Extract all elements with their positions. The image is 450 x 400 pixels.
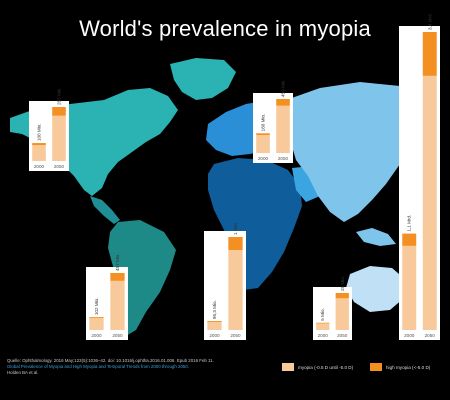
source-line-1: Quelle: Ophthalmology. 2016 May;123(5):1…: [7, 358, 214, 363]
map-central-america: [90, 196, 120, 224]
bar-high-myopia-2050: [335, 293, 349, 299]
data-label: 95,3 Mio.: [212, 300, 217, 319]
bar-myopia-2050: [335, 298, 349, 330]
bar-myopia-2000: [207, 322, 222, 330]
x-tick-label: 2050: [112, 333, 123, 338]
bar-high-myopia-2050: [422, 32, 437, 76]
chart-card-asia: 2000 1,1 Mrd. 2050 3,4 Mrd.: [399, 13, 440, 340]
x-tick-label: 2050: [230, 333, 241, 338]
chart-card-europe: 2000 160 Mio. 2050 459 Mio.: [253, 79, 293, 163]
data-label: 1 Mrd.: [233, 222, 238, 235]
legend-label-myopia: myopia (-0.5 D until -5.0 D): [298, 364, 354, 370]
chart-card-africa: 2000 95,3 Mio. 2050 1 Mrd.: [204, 222, 246, 340]
x-tick-label: 2000: [258, 156, 269, 161]
x-tick-label: 2000: [404, 333, 415, 338]
bar-high-myopia-2050: [276, 99, 290, 106]
bar-myopia-2050: [110, 280, 125, 330]
source-line-3: Holden BA et al.: [7, 370, 39, 376]
map-greenland: [170, 58, 236, 100]
map-australia: [346, 266, 406, 312]
data-label: 3,4 Mrd.: [427, 13, 432, 30]
bar-myopia-2000: [402, 245, 417, 330]
bar-high-myopia-2000: [89, 317, 104, 319]
bar-high-myopia-2050: [228, 237, 243, 251]
map-indonesia: [356, 228, 396, 246]
data-label: 5 Mio.: [320, 308, 325, 321]
chart-card-north-america: 2000 100 Mio. 2050 285 Mio.: [29, 87, 69, 171]
x-tick-label: 2050: [278, 156, 289, 161]
legend-myopia: myopia (-0.5 D until -5.0 D): [282, 363, 353, 371]
bar-high-myopia-2000: [256, 133, 270, 135]
source-line-2[interactable]: Global Prevalence of Myopia and High Myo…: [7, 364, 189, 370]
bar-high-myopia-2000: [32, 143, 46, 146]
bar-myopia-2000: [32, 145, 46, 161]
data-label: 285 Mio.: [57, 87, 62, 105]
map-asia: [286, 82, 432, 222]
x-tick-label: 2000: [318, 333, 329, 338]
data-label: 160 Mio.: [261, 114, 266, 132]
x-tick-label: 2000: [91, 333, 102, 338]
bar-myopia-2050: [276, 105, 290, 153]
bar-high-myopia-2000: [316, 322, 330, 324]
bar-high-myopia-2000: [402, 233, 417, 246]
data-label: 487 Mio.: [115, 253, 120, 271]
data-label: 1,1 Mrd.: [407, 215, 412, 232]
page-title: World's prevalence in myopia: [79, 16, 371, 41]
chart-card-oceania: 2000 5 Mio. 2050 28 Mio.: [313, 276, 352, 340]
bar-high-myopia-2050: [110, 273, 125, 281]
bar-myopia-2050: [422, 75, 437, 330]
legend-swatch-myopia: [282, 363, 294, 371]
chart-card-south-america: 2000 102 Mio. 2050 487 Mio.: [86, 253, 128, 340]
data-label: 102 Mio.: [94, 298, 99, 316]
bar-high-myopia-2050: [52, 107, 66, 116]
x-tick-label: 2050: [425, 333, 436, 338]
data-label: 459 Mio.: [281, 79, 286, 97]
legend-high-myopia: high myopia (<-5.0 D): [370, 363, 430, 371]
x-tick-label: 2050: [54, 164, 65, 169]
source-citation: Quelle: Ophthalmology. 2016 May;123(5):1…: [7, 358, 277, 377]
x-tick-label: 2000: [34, 164, 45, 169]
map-africa: [208, 158, 302, 290]
x-tick-label: 2050: [337, 333, 348, 338]
bar-myopia-2000: [256, 135, 270, 153]
bar-myopia-2000: [316, 323, 330, 330]
data-label: 100 Mio.: [37, 123, 42, 141]
bar-myopia-2050: [228, 250, 243, 330]
legend-label-high-myopia: high myopia (<-5.0 D): [386, 364, 431, 370]
x-tick-label: 2000: [209, 333, 220, 338]
bar-myopia-2000: [89, 318, 104, 330]
bar-high-myopia-2000: [207, 321, 222, 323]
bar-myopia-2050: [52, 115, 66, 161]
data-label: 28 Mio.: [340, 276, 345, 291]
legend-swatch-high-myopia: [370, 363, 382, 371]
